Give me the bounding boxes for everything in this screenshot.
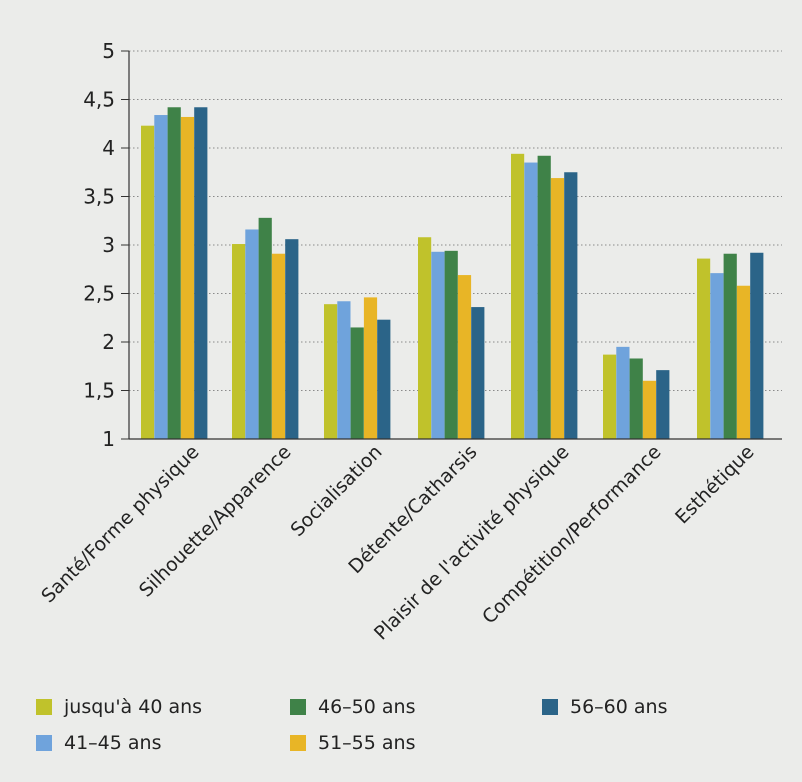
bar — [431, 251, 445, 439]
y-tick-label: 1,5 — [83, 379, 115, 403]
x-tick-label: Socialisation — [286, 441, 386, 541]
y-tick-label: 2,5 — [83, 282, 115, 306]
bar — [258, 217, 272, 439]
bar — [564, 172, 578, 439]
bar — [537, 155, 551, 439]
y-tick-label: 1 — [102, 427, 115, 451]
axes — [128, 51, 782, 440]
x-tick-label: Plaisir de l'activité physique — [370, 441, 574, 645]
bar — [511, 153, 525, 439]
bar — [194, 107, 208, 439]
bar — [324, 304, 338, 439]
y-tick-label: 3,5 — [83, 185, 115, 209]
legend-swatch — [290, 699, 306, 715]
legend-item-series-5: 56–60 ans — [542, 694, 667, 720]
y-tick-label: 4 — [102, 136, 115, 160]
y-tick-label: 5 — [102, 39, 115, 63]
legend-label: 51–55 ans — [318, 732, 416, 754]
legend-item-series-1: jusqu'à 40 ans — [36, 694, 202, 720]
y-tick-labels: 1 1,5 2 2,5 3 3,5 4 4,5 5 — [83, 39, 115, 451]
bar — [350, 327, 364, 439]
bar — [524, 162, 538, 440]
legend-item-series-3: 46–50 ans — [290, 694, 415, 720]
bar — [471, 307, 485, 439]
bar — [550, 178, 565, 439]
bar — [180, 116, 195, 440]
x-tick-label: Silhouette/Apparence — [135, 441, 296, 602]
legend-item-series-4: 51–55 ans — [290, 730, 415, 756]
bar — [418, 237, 432, 439]
legend: jusqu'à 40 ans 41–45 ans 46–50 ans 51–55… — [36, 694, 776, 764]
legend-label: 56–60 ans — [570, 696, 668, 718]
bar — [245, 229, 259, 439]
legend-swatch — [36, 699, 52, 715]
x-tick-label: Santé/Forme physique — [37, 441, 203, 607]
y-tick-label: 2 — [102, 330, 115, 354]
legend-swatch — [290, 735, 306, 751]
x-tick-label: Compétition/Performance — [478, 441, 665, 628]
bar — [697, 258, 711, 439]
category-labels: Santé/Forme physiqueSilhouette/Apparence… — [37, 441, 758, 645]
legend-item-series-2: 41–45 ans — [36, 730, 161, 756]
legend-label: 46–50 ans — [318, 696, 416, 718]
bar — [285, 239, 299, 439]
bar — [656, 370, 670, 439]
bar — [154, 115, 168, 440]
bar — [629, 358, 643, 439]
bar — [271, 253, 286, 439]
bar — [363, 297, 378, 439]
bar — [616, 346, 630, 439]
bar — [337, 301, 351, 439]
legend-label: jusqu'à 40 ans — [64, 696, 203, 718]
bars — [141, 107, 764, 440]
x-tick-label: Esthétique — [671, 441, 758, 528]
legend-label: 41–45 ans — [64, 732, 162, 754]
y-tick-label: 3 — [102, 233, 115, 257]
legend-swatch — [542, 699, 558, 715]
y-tick-label: 4,5 — [83, 88, 115, 112]
bar — [710, 273, 724, 439]
bar — [603, 354, 617, 439]
bar — [444, 250, 458, 439]
bar — [232, 244, 246, 439]
bar — [750, 252, 764, 439]
bar — [167, 107, 181, 439]
bar — [736, 285, 751, 439]
bar — [642, 380, 657, 439]
bar — [377, 319, 391, 439]
bar — [457, 275, 472, 439]
bar — [141, 125, 155, 439]
bar — [723, 253, 737, 439]
legend-swatch — [36, 735, 52, 751]
